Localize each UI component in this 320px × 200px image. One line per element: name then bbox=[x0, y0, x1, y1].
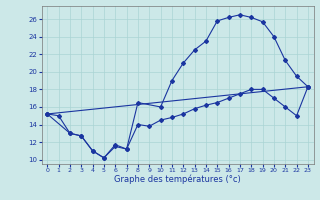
X-axis label: Graphe des températures (°c): Graphe des températures (°c) bbox=[114, 175, 241, 184]
